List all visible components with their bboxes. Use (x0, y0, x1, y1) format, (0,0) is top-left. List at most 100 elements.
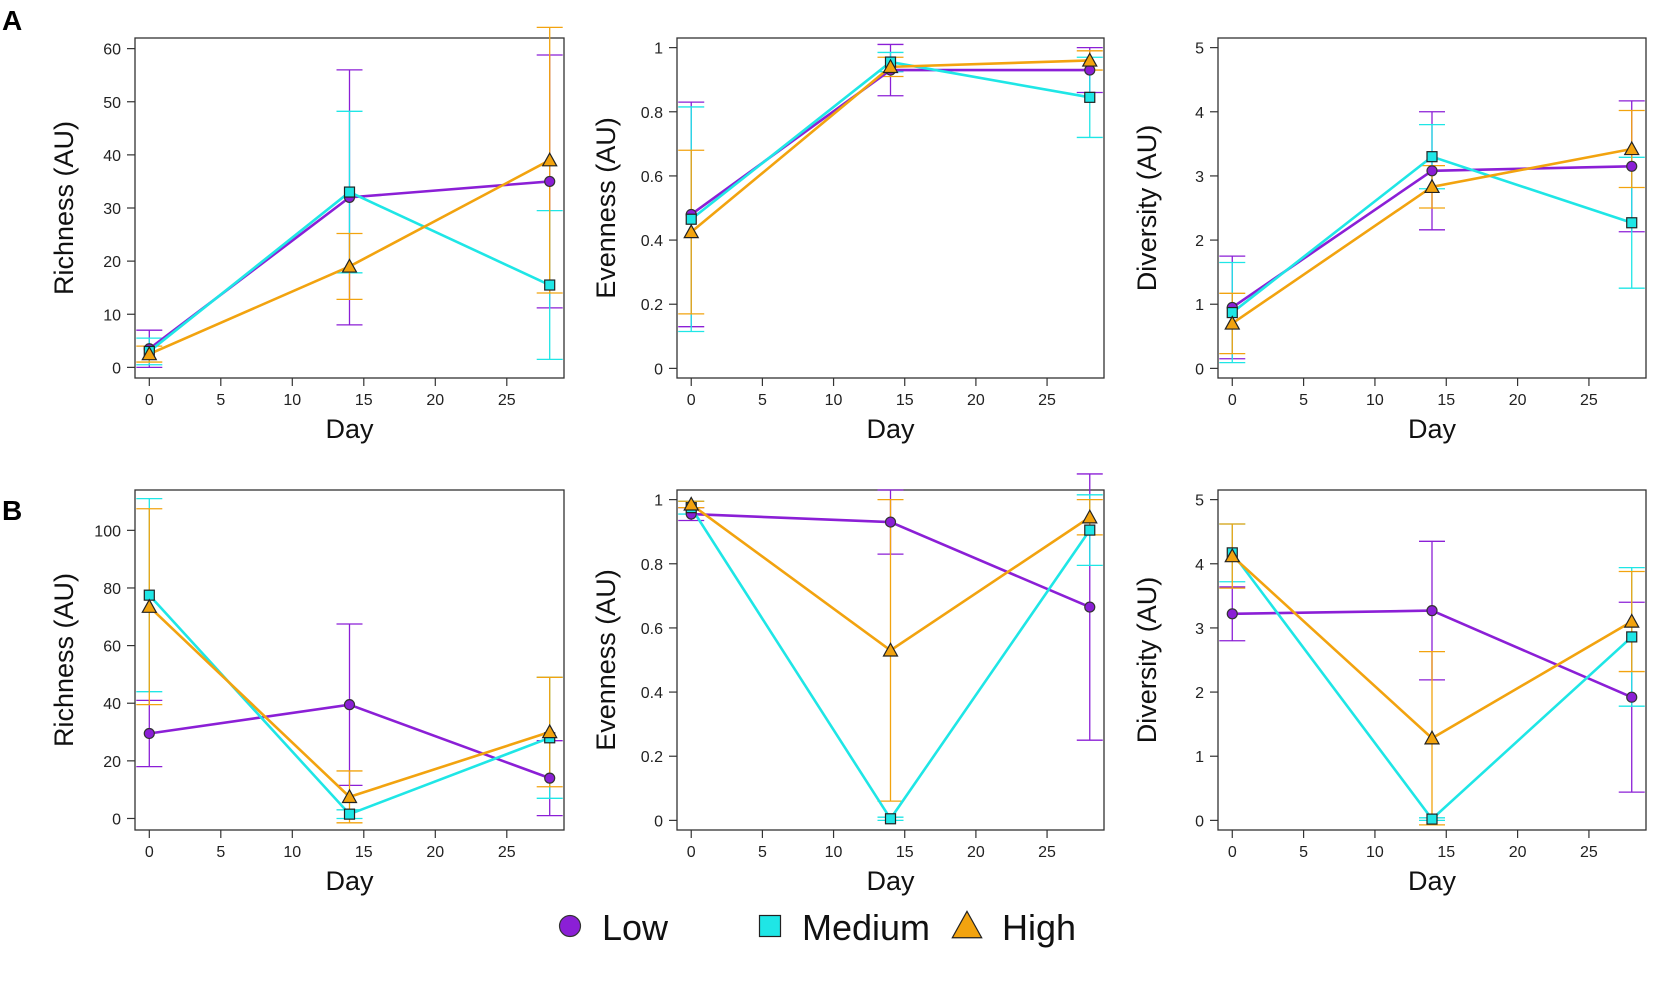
data-point-high (1081, 509, 1098, 524)
plot-a-3: 0 5 10 15 20 25 0 1 2 3 4 5 Day Diversity (AU) (1132, 37, 1647, 444)
x-tick-label: 25 (1580, 844, 1598, 861)
y-tick-label: 4 (1195, 105, 1204, 122)
y-tick-label: 0 (112, 360, 121, 377)
data-point-medium (1626, 217, 1638, 229)
y-tick-label: 80 (103, 581, 121, 598)
data-point-low (1226, 608, 1238, 620)
x-tick-label: 15 (896, 392, 914, 409)
data-point-high (683, 223, 700, 239)
x-tick-label: 25 (1580, 392, 1598, 409)
data-point-high (683, 496, 700, 511)
plot-frame (134, 489, 565, 831)
plot-b-3: 0 5 10 15 20 25 0 1 2 3 4 5 Day Diversity (AU) (1132, 489, 1647, 896)
data-point-high (541, 151, 558, 167)
data-point-low (1626, 160, 1638, 172)
y-tick-label: 1 (1195, 749, 1204, 766)
legend-label: Medium (802, 907, 930, 948)
y-tick-label: 1 (654, 41, 663, 58)
panel-label-a: A (2, 5, 22, 36)
data-point-medium (343, 186, 356, 198)
data-point-medium (1426, 813, 1438, 825)
data-point-low (1084, 601, 1096, 613)
x-tick-label: 20 (426, 844, 444, 861)
data-point-medium (884, 813, 897, 825)
y-axis-title: Richness (AU) (49, 573, 79, 747)
data-point-high (882, 58, 899, 74)
data-point-low (544, 175, 556, 188)
x-tick-label: 10 (283, 844, 301, 861)
y-tick-label: 60 (103, 42, 121, 59)
y-tick-label: 1 (1195, 297, 1204, 314)
y-tick-label: 0.4 (641, 233, 663, 250)
x-tick-label: 5 (1299, 392, 1308, 409)
plot-a-2: 0 5 10 15 20 25 0 0.2 0.4 0.6 0.8 1 Day Evenness (AU) (591, 37, 1105, 444)
x-tick-label: 0 (145, 844, 154, 861)
x-tick-label: 0 (1228, 844, 1237, 861)
legend: Low Medium High (558, 907, 1076, 948)
y-tick-label: 0 (654, 813, 663, 830)
data-point-low (1426, 605, 1438, 617)
legend-marker-medium (758, 914, 782, 938)
x-tick-label: 20 (1509, 392, 1527, 409)
data-point-medium (1626, 631, 1638, 643)
x-tick-label: 5 (1299, 844, 1308, 861)
x-tick-label: 5 (758, 392, 767, 409)
x-axis-title: Day (325, 414, 374, 444)
y-tick-label: 30 (103, 201, 121, 218)
data-point-low (884, 516, 897, 528)
x-tick-label: 5 (758, 844, 767, 861)
legend-item-low: Low (558, 907, 669, 948)
legend-label: Low (602, 907, 669, 948)
x-tick-label: 10 (1366, 392, 1384, 409)
x-tick-label: 15 (355, 844, 373, 861)
plot-b-2: 0 5 10 15 20 25 0 0.2 0.4 0.6 0.8 1 Day Evenness (AU) (591, 473, 1105, 896)
x-tick-label: 10 (825, 392, 843, 409)
legend-label: High (1002, 907, 1076, 948)
y-tick-label: 40 (103, 696, 121, 713)
x-tick-label: 25 (1038, 844, 1056, 861)
plot-frame (1217, 37, 1647, 379)
data-point-high (1623, 613, 1640, 628)
plot-a-1: 0 5 10 15 20 25 0 10 20 30 40 50 60 Day Richness (AU) (49, 26, 565, 444)
y-tick-label: 60 (103, 639, 121, 656)
y-tick-label: 100 (94, 523, 121, 540)
y-axis-title: Diversity (AU) (1132, 125, 1162, 292)
x-tick-label: 5 (216, 392, 225, 409)
data-point-medium (1426, 151, 1438, 163)
data-point-high (1623, 140, 1640, 156)
y-tick-label: 3 (1195, 621, 1204, 638)
data-point-low (544, 772, 556, 784)
y-axis-title: Diversity (AU) (1132, 577, 1162, 744)
y-tick-label: 2 (1195, 233, 1204, 250)
data-point-medium (544, 279, 556, 291)
y-tick-label: 0 (1195, 361, 1204, 378)
y-tick-label: 0.8 (641, 557, 663, 574)
plot-frame (1217, 489, 1647, 831)
x-tick-label: 25 (1038, 392, 1056, 409)
y-tick-label: 20 (103, 754, 121, 771)
legend-marker-low (558, 914, 582, 938)
plot-frame (676, 37, 1105, 379)
data-point-high (1423, 730, 1441, 745)
data-point-low (143, 727, 155, 740)
x-tick-label: 15 (355, 392, 373, 409)
data-point-high (1224, 315, 1241, 330)
x-tick-label: 0 (687, 392, 696, 409)
y-axis-title: Evenness (AU) (591, 569, 621, 751)
y-tick-label: 0.2 (641, 749, 663, 766)
x-tick-label: 0 (145, 392, 154, 409)
x-tick-label: 15 (896, 844, 914, 861)
data-point-high (141, 345, 158, 361)
data-point-low (1626, 691, 1638, 703)
data-point-low (343, 699, 356, 711)
y-axis-title: Evenness (AU) (591, 117, 621, 299)
data-point-medium (1084, 91, 1096, 103)
y-tick-label: 1 (654, 493, 663, 510)
data-point-medium (685, 213, 697, 225)
x-tick-label: 20 (1509, 844, 1527, 861)
x-axis-title: Day (1408, 866, 1457, 896)
plot-b-1: 0 5 10 15 20 25 0 20 40 60 80 100 Day Richness (AU) (49, 489, 565, 896)
x-tick-label: 25 (498, 392, 516, 409)
